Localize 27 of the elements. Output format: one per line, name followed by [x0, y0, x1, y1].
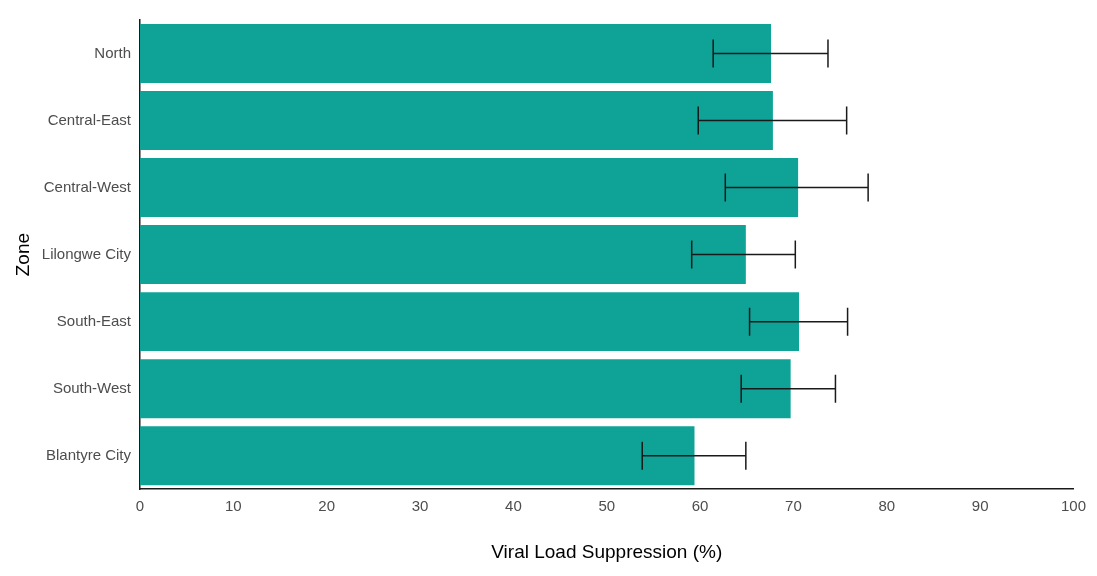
x-axis-title: Viral Load Suppression (%) — [491, 540, 723, 562]
bar — [140, 292, 800, 352]
x-tick-label: 20 — [318, 497, 336, 515]
y-tick-label: South-West — [52, 378, 132, 396]
x-tick-label: 60 — [691, 497, 709, 515]
bar — [140, 359, 791, 419]
y-tick-label: Central-West — [43, 177, 132, 195]
bar — [140, 24, 772, 84]
x-tick-label: 10 — [225, 497, 242, 515]
bar — [140, 158, 799, 218]
bar — [140, 426, 695, 486]
x-tick-label: 100 — [1060, 497, 1086, 515]
y-tick-label: North — [94, 43, 132, 61]
x-tick-label: 90 — [971, 497, 989, 515]
y-tick-label: Lilongwe City — [41, 244, 132, 262]
y-tick-label: South-East — [56, 311, 132, 329]
y-axis-title: Zone — [11, 232, 33, 277]
x-tick-label: 40 — [505, 497, 522, 515]
x-tick-label: 50 — [598, 497, 616, 515]
x-tick-label: 0 — [135, 497, 145, 515]
x-tick-label: 70 — [785, 497, 802, 515]
bar — [140, 91, 773, 151]
x-tick-label: 30 — [411, 497, 429, 515]
bar — [140, 225, 746, 285]
y-tick-label: Blantyre City — [45, 445, 132, 463]
x-tick-label: 80 — [878, 497, 896, 515]
y-tick-label: Central-East — [47, 110, 132, 128]
